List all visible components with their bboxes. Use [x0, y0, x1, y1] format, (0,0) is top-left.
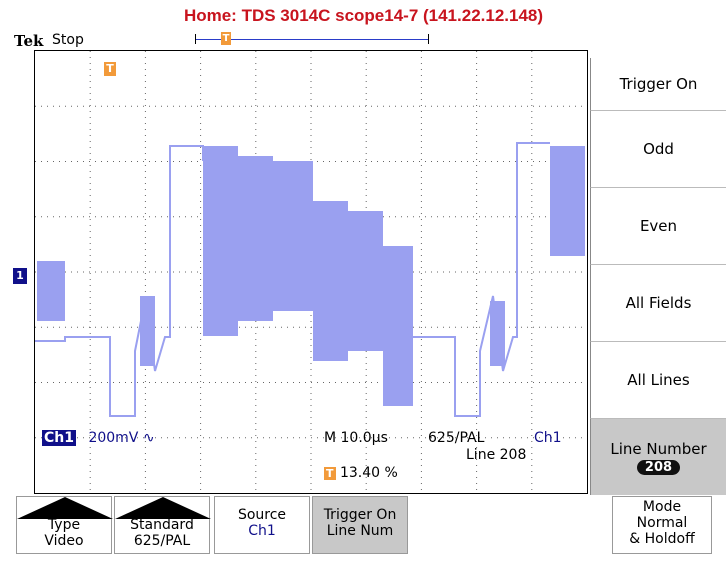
- waveform-display: [34, 50, 588, 494]
- menu-arrow-icon: [17, 497, 113, 519]
- trace-line: [413, 142, 550, 417]
- trigger-source-readout: Ch1: [534, 430, 562, 446]
- trigger-on-button[interactable]: Trigger On Line Num: [312, 496, 408, 554]
- standard-button[interactable]: Standard 625/PAL: [114, 496, 211, 554]
- side-menu-header: Trigger On: [590, 58, 726, 110]
- mode-extra: & Holdoff: [629, 531, 695, 547]
- channel-1-marker-icon: 1: [13, 268, 27, 284]
- source-title: Source: [237, 507, 287, 523]
- channel-scale: 200mV: [88, 430, 139, 446]
- trace-band: [348, 211, 383, 351]
- waveform-trace: [35, 142, 585, 417]
- trigger-on-title: Trigger On: [323, 507, 397, 523]
- trace-band: [490, 301, 505, 366]
- trigger-icon: T: [324, 467, 336, 480]
- trigger-position-icon: T: [221, 32, 231, 45]
- window-title: Home: TDS 3014C scope14-7 (141.22.12.148…: [183, 6, 544, 25]
- record-line: [196, 39, 428, 40]
- side-button-even[interactable]: Even: [590, 187, 726, 264]
- timebase-readout: M 10.0µs: [324, 430, 388, 446]
- tek-logo: Tek: [14, 32, 44, 50]
- coupling-icon: ∿: [142, 430, 155, 446]
- trace-band: [140, 296, 155, 366]
- side-button-all-fields[interactable]: All Fields: [590, 264, 726, 341]
- trace-band: [37, 261, 65, 321]
- record-position-bar: T: [195, 32, 429, 45]
- source-value: Ch1: [248, 523, 276, 539]
- line-number-label: Line Number: [610, 439, 707, 458]
- trace-band: [203, 146, 238, 336]
- graticule-and-trace: [35, 51, 587, 493]
- mode-value: Normal: [636, 515, 688, 531]
- mode-title: Mode: [642, 499, 682, 515]
- mode-button[interactable]: Mode Normal & Holdoff: [612, 496, 712, 554]
- trigger-position-readout: T 13.40 %: [324, 465, 398, 481]
- trace-band: [383, 246, 413, 406]
- line-number-value: 208: [636, 459, 681, 475]
- trace-band: [313, 201, 348, 361]
- line-readout: Line 208: [466, 447, 527, 463]
- standard-value: 625/PAL: [133, 533, 191, 549]
- trigger-on-value: Line Num: [326, 523, 394, 539]
- channel-badge: Ch1: [42, 430, 76, 446]
- type-button[interactable]: Type Video: [16, 496, 113, 554]
- side-button-line-number[interactable]: Line Number 208: [590, 418, 726, 495]
- trace-band: [238, 156, 273, 321]
- channel-readout: Ch1 200mV ∿: [42, 430, 155, 446]
- trace-band: [273, 161, 313, 311]
- acquisition-status: Stop: [52, 32, 84, 48]
- side-button-odd[interactable]: Odd: [590, 110, 726, 187]
- type-title: Type: [47, 517, 81, 533]
- source-button[interactable]: Source Ch1: [214, 496, 310, 554]
- menu-arrow-icon: [115, 497, 211, 519]
- trigger-position-value: 13.40 %: [339, 465, 398, 481]
- standard-readout: 625/PAL: [428, 430, 485, 446]
- trigger-point-icon: T: [104, 62, 116, 76]
- side-button-all-lines[interactable]: All Lines: [590, 341, 726, 418]
- type-value: Video: [44, 533, 84, 549]
- standard-title: Standard: [130, 517, 194, 533]
- trace-band: [550, 146, 585, 256]
